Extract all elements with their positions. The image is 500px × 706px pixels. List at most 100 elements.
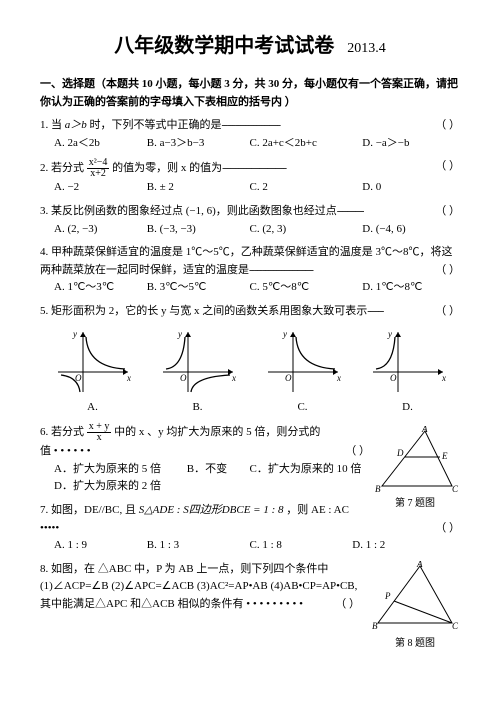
q3-opt-a: A. (2, −3) xyxy=(54,221,144,239)
svg-text:y: y xyxy=(177,329,182,339)
q1-opt-b: B. a−3＞b−3 xyxy=(147,135,247,153)
svg-text:O: O xyxy=(390,373,397,383)
q1-dashes: ---------------------- xyxy=(222,119,281,131)
q7-opt-a: A. 1 : 9 xyxy=(54,537,144,555)
svg-text:x: x xyxy=(231,373,236,383)
q5-la: A. xyxy=(53,399,133,417)
graph-b: x y O xyxy=(158,327,238,397)
q2-opt-c: C. 2 xyxy=(250,179,360,197)
q5-stem: 5. 矩形面积为 2，它的长 y 与宽 x 之间的函数关系用图象大致可表示 xyxy=(40,305,367,317)
svg-text:y: y xyxy=(387,329,392,339)
svg-text:B: B xyxy=(372,621,378,631)
q2-den: x+2 xyxy=(87,169,110,179)
q1-paren: （ ） xyxy=(435,117,460,135)
svg-text:y: y xyxy=(282,329,287,339)
q6-opt-a: A．扩大为原来的 5 倍 xyxy=(54,461,184,479)
svg-text:C: C xyxy=(452,621,459,631)
q3-opt-d: D. (−4, 6) xyxy=(362,221,405,239)
q3-opt-b: B. (−3, −3) xyxy=(147,221,247,239)
q1-opt-c: C. 2a+c＜2b+c xyxy=(250,135,360,153)
q4-stem: 4. 甲种蔬菜保鲜适宜的温度是 1℃～5℃，乙种蔬菜保鲜适宜的温度是 3℃～8℃… xyxy=(40,246,453,276)
q6-line2: 值 • • • • • • xyxy=(40,445,91,457)
title-date: 2013.4 xyxy=(347,41,386,56)
svg-text:E: E xyxy=(441,451,448,461)
svg-text:x: x xyxy=(126,373,131,383)
q4-dashes: ------------------------ xyxy=(249,264,313,276)
q5-lc: C. xyxy=(263,399,343,417)
q2-opt-b: B. ± 2 xyxy=(147,179,247,197)
q7-line2: ••••• xyxy=(40,522,59,534)
q1-opt-a: A. 2a＜2b xyxy=(54,135,144,153)
q3-stem: 3. 某反比例函数的图象经过点 (−1, 6)，则此函数图象也经过点 xyxy=(40,205,337,217)
q6-prefix: 6. 若分式 xyxy=(40,426,87,438)
q6-paren: （ ） xyxy=(345,443,370,461)
q7-opt-d: D. 1 : 2 xyxy=(352,537,385,555)
q2-frac: x²−4 x+2 xyxy=(87,158,110,179)
figure-7: A D E B C 第 7 题图 xyxy=(370,426,460,512)
q6-opt-c: C．扩大为原来的 10 倍 xyxy=(250,461,362,479)
q7-opt-b: B. 1 : 3 xyxy=(147,537,247,555)
question-1: 1. 当 a＞b 时，下列不等式中正确的是-------------------… xyxy=(40,117,460,152)
q6-opt-b: B．不变 xyxy=(187,461,247,479)
q6-frac: x + y x xyxy=(87,422,112,443)
q5-labels: A. B. C. D. xyxy=(40,399,460,417)
graph-c: x y O xyxy=(263,327,343,397)
q3-opt-c: C. (2, 3) xyxy=(250,221,360,239)
q2-opt-d: D. 0 xyxy=(362,179,381,197)
q6-opt-d: D．扩大为原来的 2 倍 xyxy=(54,478,161,496)
q1-suffix: 时，下列不等式中正确的是 xyxy=(87,119,222,131)
q8-stem: 8. 如图，在 △ABC 中，P 为 AB 上一点，则下列四个条件中(1)∠AC… xyxy=(40,563,357,610)
q4-opt-a: A. 1℃～3℃ xyxy=(54,279,144,297)
q6-suffix: 中的 x 、y 均扩大为原来的 5 倍，则分式的 xyxy=(114,426,320,438)
q4-opt-c: C. 5℃～8℃ xyxy=(250,279,360,297)
page-title: 八年级数学期中考试试卷 2013.4 xyxy=(40,30,460,62)
svg-text:A: A xyxy=(421,426,428,434)
svg-text:C: C xyxy=(452,484,459,494)
q2-suffix: 的值为零，则 x 的值为 xyxy=(112,162,222,174)
q4-paren: （ ） xyxy=(435,262,460,280)
q2-paren: （ ） xyxy=(435,158,460,176)
q7-ratio: S△ADE : S四边形DBCE = 1 : 8 xyxy=(139,504,284,516)
q5-paren: （ ） xyxy=(435,303,460,321)
q7-opt-c: C. 1 : 8 xyxy=(250,537,350,555)
question-4: 4. 甲种蔬菜保鲜适宜的温度是 1℃～5℃，乙种蔬菜保鲜适宜的温度是 3℃～8℃… xyxy=(40,244,460,297)
q7-paren: （ ） xyxy=(435,520,460,538)
svg-text:x: x xyxy=(441,373,446,383)
q3-dashes: ---------- xyxy=(337,205,364,217)
graph-d: x y O xyxy=(368,327,448,397)
q2-prefix: 2. 若分式 xyxy=(40,162,87,174)
q3-paren: （ ） xyxy=(435,203,460,221)
question-2: 2. 若分式 x²−4 x+2 的值为零，则 x 的值为------------… xyxy=(40,158,460,197)
q4-opt-b: B. 3℃～5℃ xyxy=(147,279,247,297)
svg-text:O: O xyxy=(180,373,187,383)
figure-8: A P B C 第 8 题图 xyxy=(370,561,460,652)
svg-text:y: y xyxy=(72,329,77,339)
q5-ld: D. xyxy=(368,399,448,417)
svg-text:O: O xyxy=(285,373,292,383)
svg-text:A: A xyxy=(416,561,423,569)
q1-opt-d: D. −a＞−b xyxy=(362,135,409,153)
question-5: 5. 矩形面积为 2，它的长 y 与宽 x 之间的函数关系用图象大致可表示---… xyxy=(40,303,460,416)
q1-cond: a＞b xyxy=(65,119,87,131)
fig8-label: 第 8 题图 xyxy=(370,636,460,652)
section1-header: 一、选择题（本题共 10 小题，每小题 3 分，共 30 分，每小题仅有一个答案… xyxy=(40,76,460,111)
q2-opt-a: A. −2 xyxy=(54,179,144,197)
question-8: 8. 如图，在 △ABC 中，P 为 AB 上一点，则下列四个条件中(1)∠AC… xyxy=(40,561,360,614)
svg-text:D: D xyxy=(396,448,404,458)
q4-opt-d: D. 1℃～8℃ xyxy=(362,279,422,297)
graph-a: x y O xyxy=(53,327,133,397)
q5-dashes: ------ xyxy=(367,305,383,317)
title-text: 八年级数学期中考试试卷 xyxy=(114,35,334,57)
q5-graphs: x y O x y O x y O x xyxy=(40,327,460,397)
q6-den: x xyxy=(87,433,112,443)
svg-text:x: x xyxy=(336,373,341,383)
q1-prefix: 1. 当 xyxy=(40,119,65,131)
question-3: 3. 某反比例函数的图象经过点 (−1, 6)，则此函数图象也经过点------… xyxy=(40,203,460,238)
q7-prefix: 7. 如图，DE//BC, 且 xyxy=(40,504,139,516)
q5-lb: B. xyxy=(158,399,238,417)
q7-suffix: ，则 AE : AC xyxy=(286,504,349,516)
q2-dashes: ------------------------ xyxy=(222,162,286,174)
svg-text:B: B xyxy=(375,484,381,494)
fig7-label: 第 7 题图 xyxy=(370,496,460,512)
svg-text:P: P xyxy=(384,591,391,601)
